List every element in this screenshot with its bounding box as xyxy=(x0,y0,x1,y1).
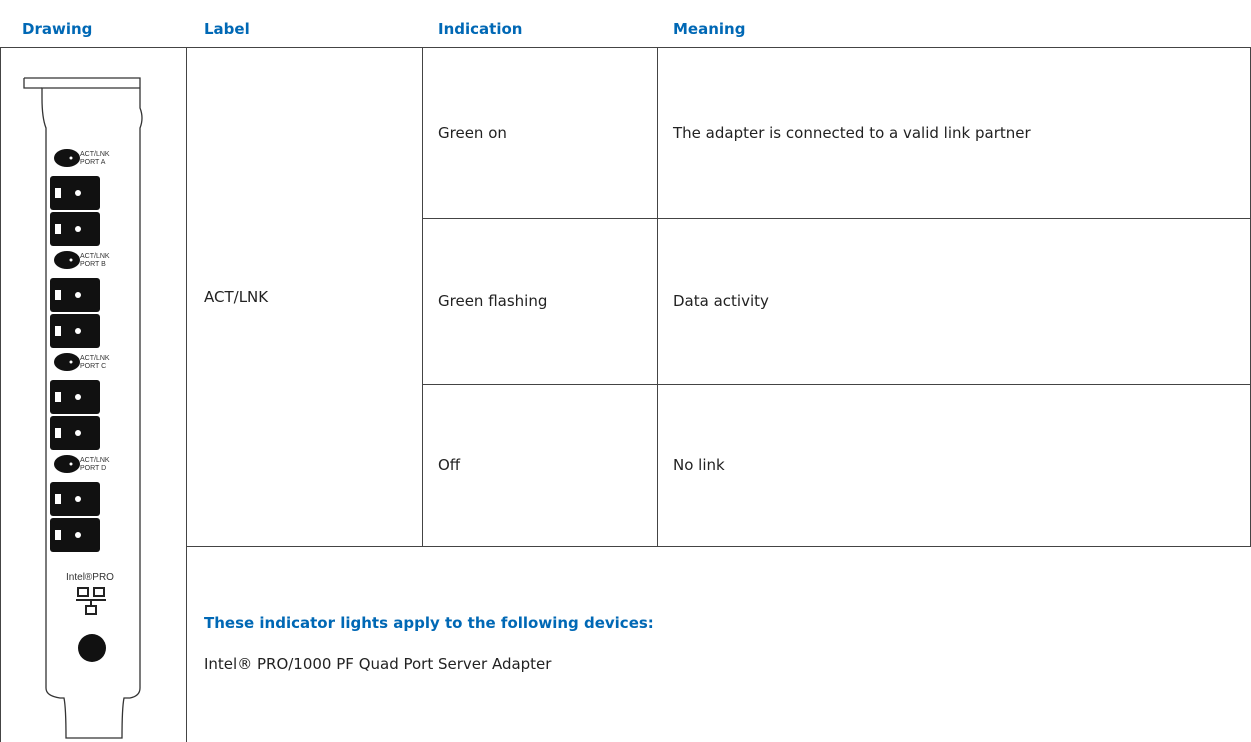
rule xyxy=(423,384,1251,385)
meaning: The adapter is connected to a valid link… xyxy=(673,124,1031,142)
port-label: PORT D xyxy=(80,465,106,472)
connector-core xyxy=(75,496,81,502)
indication: Green on xyxy=(438,124,507,142)
led xyxy=(54,353,80,371)
port-label: ACT/LNK xyxy=(80,457,110,464)
rule xyxy=(0,47,1251,48)
indication: Off xyxy=(438,456,461,474)
indication: Green flashing xyxy=(438,292,548,310)
column-header: Label xyxy=(204,20,250,38)
connector-core xyxy=(75,532,81,538)
connector-notch xyxy=(55,224,61,234)
connector-core xyxy=(75,394,81,400)
hole xyxy=(78,634,106,662)
rule xyxy=(187,546,1251,547)
port-label: ACT/LNK xyxy=(80,355,110,362)
port-label: PORT A xyxy=(80,159,106,166)
connector-notch xyxy=(55,428,61,438)
led-dot xyxy=(69,462,73,466)
rule xyxy=(0,48,1,742)
rule xyxy=(422,48,423,546)
connector-notch xyxy=(55,530,61,540)
led-dot xyxy=(69,360,73,364)
port-label: PORT C xyxy=(80,363,106,370)
connector-core xyxy=(75,430,81,436)
led-dot xyxy=(69,156,73,160)
led xyxy=(54,149,80,167)
port-label: ACT/LNK xyxy=(80,253,110,260)
connector-core xyxy=(75,328,81,334)
port-label: ACT/LNK xyxy=(80,151,110,158)
led-dot xyxy=(69,258,73,262)
column-header: Indication xyxy=(438,20,523,38)
connector-core xyxy=(75,292,81,298)
led xyxy=(54,251,80,269)
meaning: No link xyxy=(673,456,725,474)
connector-core xyxy=(75,226,81,232)
column-header: Meaning xyxy=(673,20,746,38)
device: Intel® PRO/1000 PF Quad Port Server Adap… xyxy=(204,655,552,673)
bracket-outline xyxy=(24,77,143,739)
network-icon xyxy=(76,587,106,615)
bracket-outline xyxy=(23,78,42,89)
column-header: Drawing xyxy=(22,20,93,38)
rule xyxy=(657,48,658,546)
connector-notch xyxy=(55,188,61,198)
label-cell: ACT/LNK xyxy=(204,288,269,306)
led xyxy=(54,455,80,473)
connector-core xyxy=(75,190,81,196)
connector-notch xyxy=(55,494,61,504)
brand: Intel®PRO xyxy=(66,572,114,583)
port-label: PORT B xyxy=(80,261,106,268)
connector-notch xyxy=(55,392,61,402)
connector-notch xyxy=(55,290,61,300)
rule xyxy=(186,48,187,742)
connector-notch xyxy=(55,326,61,336)
rule xyxy=(423,218,1251,219)
note-heading: These indicator lights apply to the foll… xyxy=(204,614,654,632)
meaning: Data activity xyxy=(673,292,769,310)
